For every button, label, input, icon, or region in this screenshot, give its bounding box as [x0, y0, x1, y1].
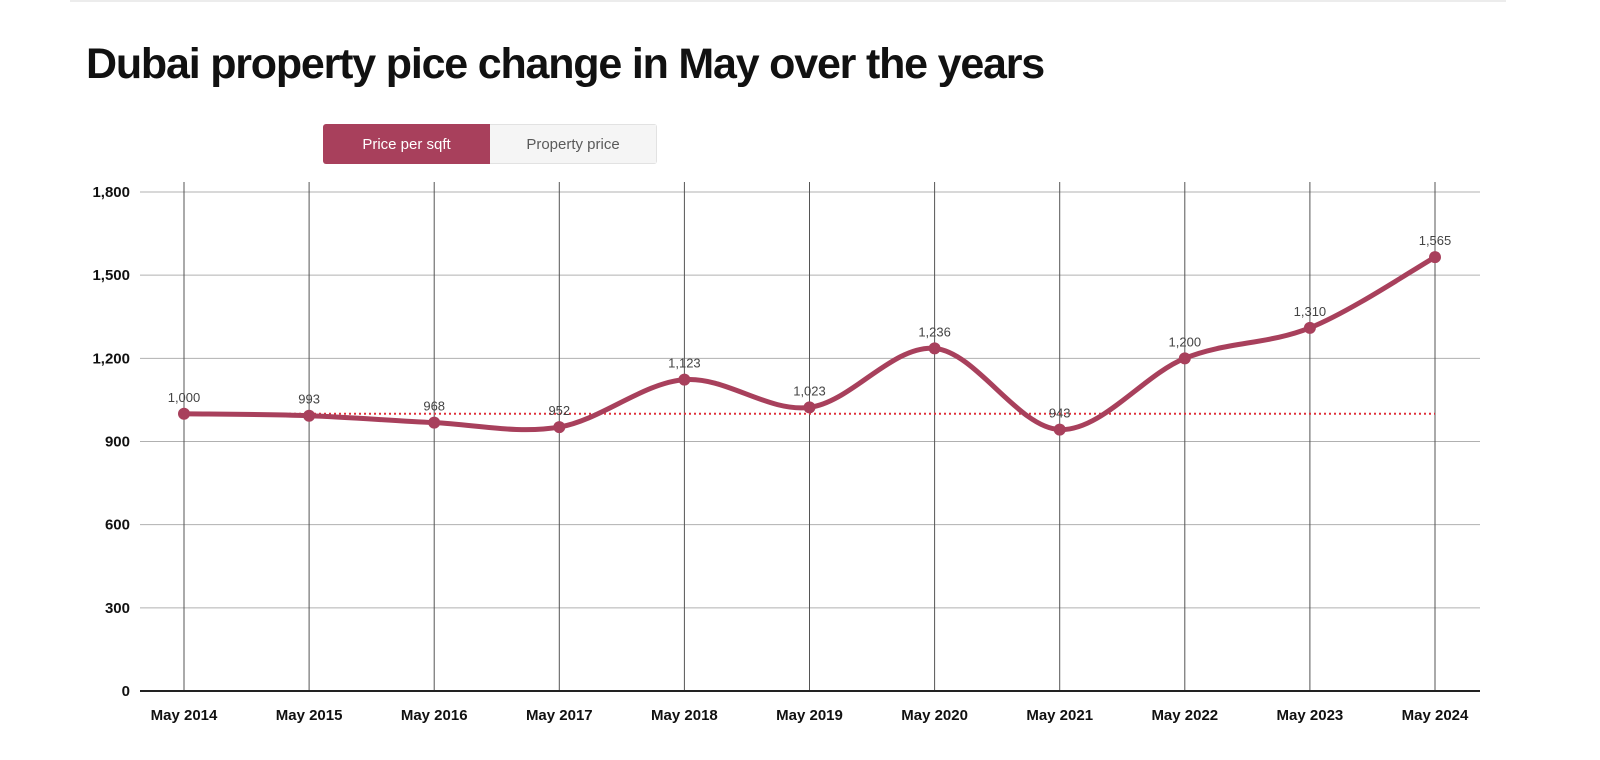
top-divider — [70, 0, 1506, 2]
x-tick-label: May 2020 — [901, 707, 968, 724]
data-label: 968 — [423, 399, 445, 414]
data-labels: 1,000 993 968 952 1,123 1,023 1,236 943 1,200 1,3… — [168, 233, 1452, 420]
data-point[interactable] — [803, 401, 816, 414]
data-label: 1,565 — [1419, 233, 1452, 248]
y-tick-label: 600 — [105, 517, 130, 534]
data-label: 943 — [1049, 406, 1071, 421]
x-axis-ticks: May 2014 May 2015 May 2016 May 2017 May 2018… — [151, 707, 1469, 724]
y-tick-label: 1,800 — [92, 184, 130, 201]
data-point[interactable] — [178, 407, 190, 420]
price-per-sqft-tab[interactable]: Price per sqft — [323, 124, 490, 164]
grid — [140, 182, 1480, 692]
x-tick-label: May 2024 — [1402, 707, 1469, 724]
y-tick-label: 300 — [105, 600, 130, 617]
data-point[interactable] — [428, 416, 441, 429]
data-point[interactable] — [928, 342, 941, 355]
data-point[interactable] — [303, 409, 316, 422]
data-label: 1,000 — [168, 390, 201, 405]
data-point[interactable] — [1178, 352, 1191, 365]
data-label: 1,236 — [918, 324, 951, 339]
x-tick-label: May 2016 — [401, 707, 468, 724]
data-label: 952 — [548, 403, 570, 418]
data-point[interactable] — [553, 421, 566, 434]
metric-toggle: Price per sqft Property price — [323, 124, 657, 164]
series-line — [181, 254, 1438, 433]
data-point[interactable] — [1303, 321, 1316, 334]
x-tick-label: May 2019 — [776, 707, 843, 724]
data-point[interactable] — [678, 373, 691, 386]
y-tick-label: 1,200 — [92, 350, 130, 367]
y-tick-label: 1,500 — [92, 267, 130, 284]
data-label: 993 — [298, 392, 320, 407]
data-label: 1,123 — [668, 356, 701, 371]
property-price-tab[interactable]: Property price — [490, 124, 657, 164]
data-point[interactable] — [1053, 423, 1066, 436]
data-point[interactable] — [1429, 251, 1441, 264]
y-tick-label: 0 — [122, 683, 130, 700]
data-label: 1,023 — [793, 383, 826, 398]
data-label: 1,200 — [1169, 334, 1202, 349]
y-axis-ticks: 0 300 600 900 1,200 1,500 1,800 — [92, 184, 130, 700]
x-tick-label: May 2023 — [1277, 707, 1344, 724]
data-points — [178, 251, 1441, 436]
x-tick-label: May 2021 — [1026, 707, 1093, 724]
x-tick-label: May 2015 — [276, 707, 343, 724]
y-tick-label: 900 — [105, 434, 130, 451]
x-tick-label: May 2022 — [1151, 707, 1218, 724]
data-label: 1,310 — [1294, 304, 1327, 319]
x-tick-label: May 2017 — [526, 707, 593, 724]
x-tick-label: May 2014 — [151, 707, 218, 724]
chart-title: Dubai property pice change in May over t… — [86, 40, 1045, 88]
series-line-layer — [181, 254, 1438, 433]
x-tick-label: May 2018 — [651, 707, 718, 724]
